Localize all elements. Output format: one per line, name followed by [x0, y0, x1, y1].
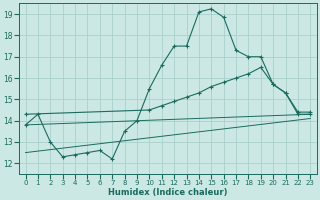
- X-axis label: Humidex (Indice chaleur): Humidex (Indice chaleur): [108, 188, 228, 197]
